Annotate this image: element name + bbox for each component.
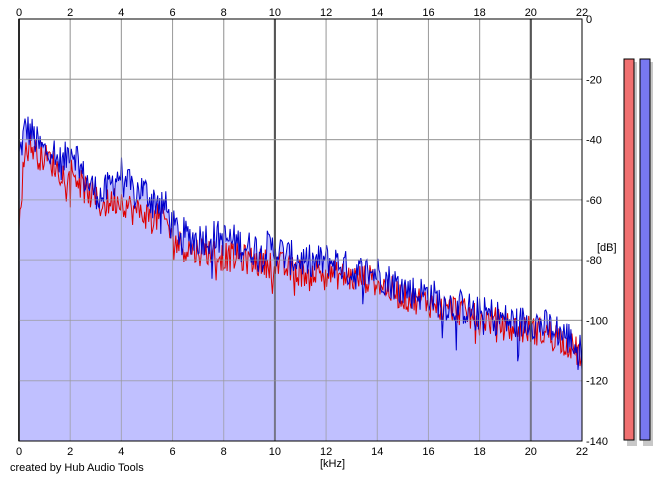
- x-tick-label: 0: [16, 7, 22, 19]
- y-tick-label: -60: [586, 195, 602, 207]
- level-meter-2: [639, 58, 651, 441]
- plot-border: [18, 18, 583, 442]
- y-axis-label: [dB]: [597, 242, 617, 254]
- x-tick-label-bottom: 8: [221, 446, 227, 458]
- x-tick-label: 4: [118, 7, 124, 19]
- x-tick-label: 12: [320, 7, 332, 19]
- x-tick-label-bottom: 2: [67, 446, 73, 458]
- level-meters: [623, 58, 653, 446]
- y-tick-label: -140: [586, 436, 608, 448]
- x-tick-label-bottom: 14: [371, 446, 383, 458]
- x-tick-label-bottom: 10: [269, 446, 281, 458]
- tick-labels: 0 2 4 6 8 10 12 14 16 18 20 220 2 4 6 8 10 12 14 16 18 20 220-…: [16, 7, 608, 458]
- spectrum-fill: [19, 116, 582, 441]
- x-axis-label: [kHz]: [320, 458, 345, 470]
- x-tick-label-bottom: 16: [422, 446, 434, 458]
- y-tick-label: -120: [586, 376, 608, 388]
- x-tick-label: 6: [169, 7, 175, 19]
- level-meter-1: [623, 58, 635, 441]
- x-tick-label-bottom: 18: [474, 446, 486, 458]
- x-tick-label-bottom: 20: [525, 446, 537, 458]
- x-tick-label-bottom: 0: [16, 446, 22, 458]
- x-tick-label: 20: [525, 7, 537, 19]
- x-tick-label: 14: [371, 7, 383, 19]
- x-tick-label-bottom: 6: [169, 446, 175, 458]
- spectrum-area: [19, 116, 582, 441]
- x-tick-label: 10: [269, 7, 281, 19]
- series-line-blue: [18, 116, 583, 370]
- x-tick-label: 18: [474, 7, 486, 19]
- x-tick-label: 8: [221, 7, 227, 19]
- y-tick-label: 0: [586, 14, 592, 26]
- x-tick-label-bottom: 22: [576, 446, 588, 458]
- y-tick-label: -40: [586, 135, 602, 147]
- y-tick-label: -20: [586, 74, 602, 86]
- y-tick-label: -80: [586, 255, 602, 267]
- x-tick-label: 16: [422, 7, 434, 19]
- credit-text: created by Hub Audio Tools: [10, 462, 144, 474]
- series-lines: [18, 18, 583, 442]
- x-tick-label: 22: [576, 7, 588, 19]
- y-tick-label: -100: [586, 315, 608, 327]
- x-tick-label: 2: [67, 7, 73, 19]
- x-tick-label-bottom: 12: [320, 446, 332, 458]
- x-tick-label-bottom: 4: [118, 446, 124, 458]
